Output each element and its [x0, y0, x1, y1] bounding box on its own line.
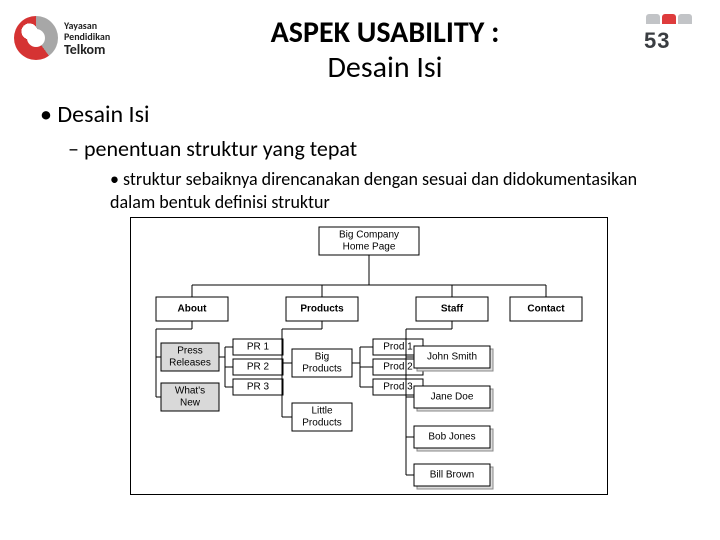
tree-svg: Big CompanyHome Page About Products Staff Co…	[130, 217, 608, 495]
svg-text:About: About	[178, 304, 208, 315]
svg-text:PR 2: PR 2	[247, 362, 270, 373]
svg-text:Big Company: Big Company	[339, 230, 399, 241]
svg-text:Home Page: Home Page	[343, 242, 396, 253]
svg-text:New: New	[180, 398, 201, 409]
logo-line3: Telkom	[64, 41, 105, 58]
svg-text:Little: Little	[311, 406, 333, 417]
title-line2: Desain Isi	[140, 49, 630, 86]
svg-text:Big: Big	[315, 352, 329, 363]
bullet-level3: struktur sebaiknya direncanakan dengan s…	[110, 168, 670, 213]
svg-text:Jane Doe: Jane Doe	[431, 392, 474, 403]
sitemap-diagram: Big CompanyHome Page About Products Staff Co…	[130, 217, 608, 495]
title-block: ASPEK USABILITY : Desain Isi	[140, 10, 630, 86]
svg-text:Prod 3: Prod 3	[383, 382, 413, 393]
svg-text:PR 1: PR 1	[247, 342, 270, 353]
svg-text:Press: Press	[177, 346, 203, 357]
svg-text:Products: Products	[302, 364, 341, 375]
svg-text:John Smith: John Smith	[427, 352, 477, 363]
slide-header: Yayasan Pendidikan Telkom ASPEK USABILIT…	[0, 0, 720, 86]
logo-left-text: Yayasan Pendidikan Telkom	[64, 20, 110, 57]
swirl-icon	[14, 16, 58, 60]
page-number-badge: 53	[630, 10, 700, 60]
svg-text:Contact: Contact	[527, 304, 565, 315]
svg-text:Bill Brown: Bill Brown	[430, 470, 474, 481]
telkom-logo: Yayasan Pendidikan Telkom	[10, 10, 140, 70]
bullet-level1: Desain Isi	[40, 100, 680, 129]
svg-text:Staff: Staff	[441, 304, 464, 315]
title-line1: ASPEK USABILITY :	[140, 14, 630, 51]
svg-text:Prod 1: Prod 1	[383, 342, 413, 353]
bullet-level2: penentuan struktur yang tepat	[68, 135, 680, 162]
svg-text:Prod 2: Prod 2	[383, 362, 413, 373]
svg-text:Bob Jones: Bob Jones	[428, 432, 475, 443]
svg-text:What's: What's	[175, 386, 205, 397]
book-icon	[646, 14, 692, 24]
bullet-list: Desain Isi penentuan struktur yang tepat…	[0, 86, 720, 213]
svg-text:Products: Products	[300, 304, 344, 315]
svg-text:Products: Products	[302, 418, 341, 429]
svg-text:PR 3: PR 3	[247, 382, 270, 393]
svg-text:Releases: Releases	[169, 358, 211, 369]
page-number: 53	[644, 28, 670, 54]
